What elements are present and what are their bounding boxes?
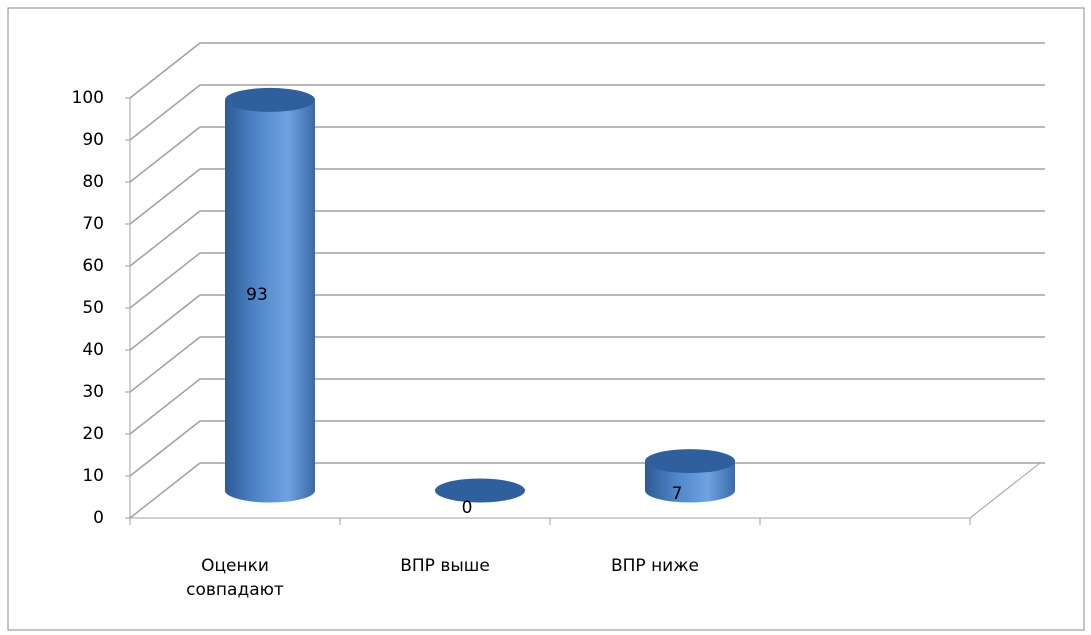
y-tick-label: 60 bbox=[82, 256, 104, 276]
bar-top bbox=[435, 478, 525, 503]
grid-line bbox=[129, 126, 201, 183]
y-tick-label: 50 bbox=[82, 298, 104, 318]
y-tick-label: 70 bbox=[82, 214, 104, 234]
x-tick-label: ВПР выше bbox=[400, 556, 490, 576]
grid-line bbox=[129, 252, 201, 309]
bar-top bbox=[645, 449, 735, 474]
y-tick-label: 90 bbox=[82, 130, 104, 150]
data-label: 93 bbox=[246, 285, 268, 305]
bar bbox=[225, 99, 315, 503]
grid-line bbox=[129, 378, 201, 435]
floor-right bbox=[969, 462, 1041, 519]
grid-line bbox=[129, 210, 201, 267]
data-label: 7 bbox=[672, 484, 683, 504]
x-tick-label: Оценки совпадают bbox=[186, 556, 284, 600]
chart-border bbox=[7, 7, 1085, 631]
y-tick-label: 100 bbox=[72, 88, 104, 108]
grid-line bbox=[129, 336, 201, 393]
grid-line bbox=[129, 84, 201, 141]
y-tick-label: 0 bbox=[93, 508, 104, 528]
bar-top bbox=[225, 87, 315, 112]
y-tick-label: 30 bbox=[82, 382, 104, 402]
grid-line bbox=[129, 294, 201, 351]
grid-line bbox=[129, 42, 201, 99]
y-tick-label: 40 bbox=[82, 340, 104, 360]
grid-line bbox=[129, 420, 201, 477]
y-tick-label: 80 bbox=[82, 172, 104, 192]
grid-line bbox=[129, 168, 201, 225]
y-tick-label: 10 bbox=[82, 466, 104, 486]
data-label: 0 bbox=[462, 498, 473, 518]
y-tick-label: 20 bbox=[82, 424, 104, 444]
grid-line bbox=[129, 462, 201, 519]
x-tick-label: ВПР ниже bbox=[610, 556, 700, 576]
